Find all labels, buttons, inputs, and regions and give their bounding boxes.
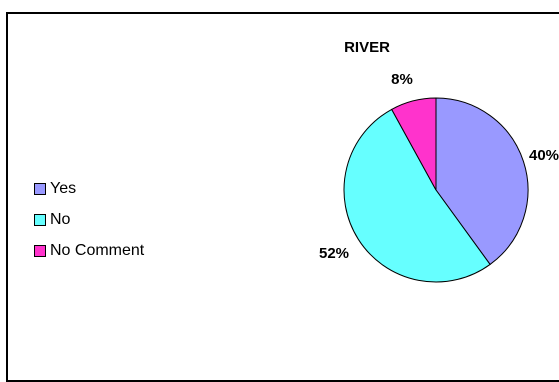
pie-slices <box>343 97 529 283</box>
legend-item-no-comment: No Comment <box>34 235 144 266</box>
pie-slice-no-comment <box>390 97 437 191</box>
slice-label-no-comment: 8% <box>391 71 413 88</box>
chart-title: RIVER <box>344 39 390 56</box>
slice-label-no: 52% <box>319 245 349 262</box>
pie-slice-no <box>343 108 491 283</box>
legend-label-no: No <box>50 210 71 228</box>
legend-swatch-yes <box>34 182 46 195</box>
legend-label-no-comment: No Comment <box>50 241 145 259</box>
legend-label-yes: Yes <box>50 179 77 197</box>
legend: Yes No No Comment <box>34 173 144 266</box>
legend-swatch-no-comment <box>34 244 46 257</box>
legend-item-no: No <box>34 204 144 235</box>
pie-chart: RIVER 40% 52% 8% <box>319 39 559 283</box>
legend-item-yes: Yes <box>34 173 144 204</box>
pie-slice-yes <box>435 97 529 266</box>
slice-label-yes: 40% <box>529 147 559 164</box>
legend-swatch-no <box>34 213 46 226</box>
